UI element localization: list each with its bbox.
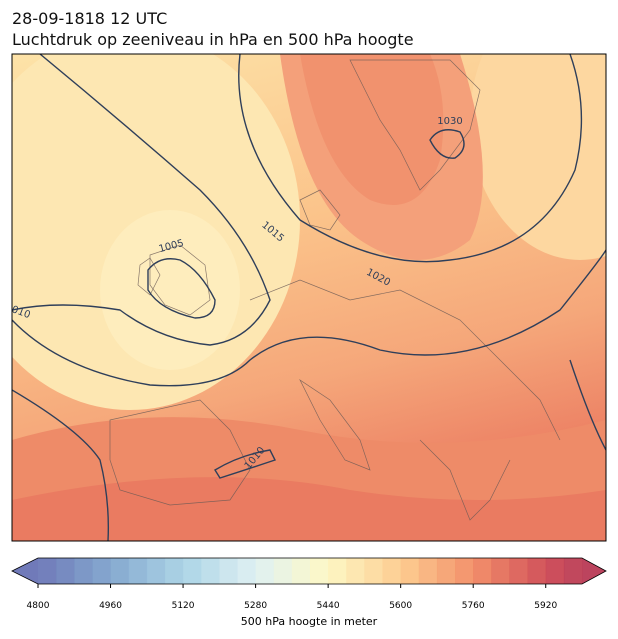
colorbar-tick-label: 5440 [317, 601, 340, 611]
colorbar-segment [201, 558, 220, 584]
colorbar-tick-label: 5920 [534, 601, 557, 611]
colorbar-segment [183, 558, 202, 584]
colorbar-segment [509, 558, 529, 584]
map: 1030 1015 1020 1005 010 1010 [10, 54, 606, 541]
height-field [470, 54, 606, 260]
colorbar-segment [38, 558, 57, 584]
colorbar-tick-label: 5600 [389, 601, 412, 611]
colorbar-segment [455, 558, 474, 584]
colorbar-segment [291, 558, 311, 584]
colorbar-segment [255, 558, 275, 584]
colorbar-tick-label: 5120 [172, 601, 195, 611]
height-field [100, 210, 240, 370]
colorbar-segment [273, 558, 293, 584]
coastlines [109, 59, 561, 521]
contour-label: 1030 [437, 116, 462, 127]
map-frame [11, 53, 607, 542]
colorbar-segment [491, 558, 510, 584]
colorbar-segment [563, 558, 583, 584]
height-field [300, 54, 444, 205]
isobars [12, 54, 606, 541]
colorbar-segment [400, 558, 420, 584]
colorbar-segment [74, 558, 93, 584]
colorbar-segment [56, 558, 75, 584]
colorbar-segment [128, 558, 148, 584]
colorbar-segment [346, 558, 365, 584]
colorbar-tick-label: 4960 [99, 601, 122, 611]
colorbar-tick-label: 5280 [244, 601, 267, 611]
colorbar-segment [364, 558, 384, 584]
colorbar-tick-label: 5760 [462, 601, 485, 611]
colorbar-segment [164, 558, 184, 584]
colorbar-segment [310, 558, 329, 584]
colorbar-segment [146, 558, 166, 584]
colorbar-label: 500 hPa hoogte in meter [241, 615, 378, 628]
colorbar: 4800 4960 5120 5280 5440 5600 5760 5920 [11, 557, 607, 611]
title-line: Luchtdruk op zeeniveau in hPa en 500 hPa… [12, 30, 414, 49]
colorbar-segment [219, 558, 238, 584]
colorbar-segment [527, 558, 547, 584]
colorbar-segment [110, 558, 130, 584]
colorbar-segment [418, 558, 438, 584]
colorbar-extend-low [12, 558, 38, 584]
contour-label: 010 [10, 304, 32, 321]
colorbar-segment [473, 558, 492, 584]
height-field [12, 477, 606, 541]
colorbar-segment [328, 558, 347, 584]
title-line: 28-09-1818 12 UTC [12, 9, 168, 28]
colorbar-segment [436, 558, 456, 584]
colorbar-tick-label: 4800 [27, 601, 50, 611]
colorbar-segment [92, 558, 112, 584]
colorbar-extend-high [582, 558, 606, 584]
colorbar-segment [237, 558, 257, 584]
colorbar-segment [382, 558, 402, 584]
colorbar-segment [545, 558, 565, 584]
